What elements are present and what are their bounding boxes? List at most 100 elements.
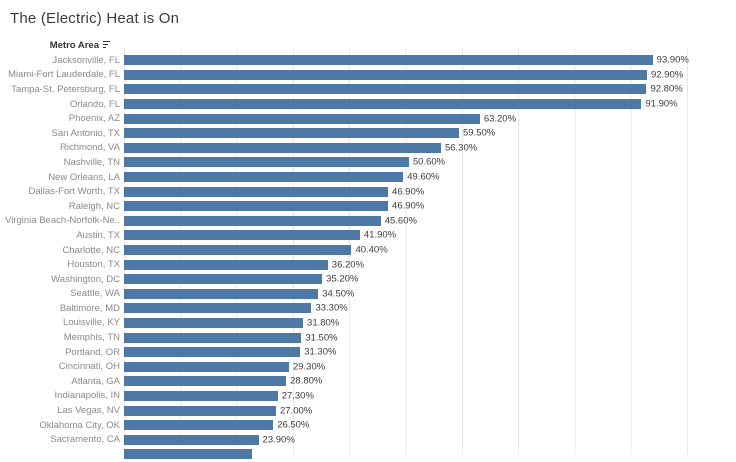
bar[interactable] (124, 376, 287, 387)
bar[interactable] (124, 245, 352, 256)
metro-area-label[interactable]: Sacramento, CA (50, 434, 120, 446)
bar[interactable] (124, 274, 323, 285)
bar-track: 31.80% (124, 316, 736, 331)
value-label: 45.60% (384, 215, 417, 227)
value-label: 49.60% (407, 171, 440, 183)
metro-area-label[interactable]: Tampa-St. Petersburg, FL (11, 83, 120, 95)
bar[interactable] (124, 186, 389, 197)
metro-area-label[interactable]: Memphis, TN (63, 332, 120, 344)
bar[interactable] (124, 317, 304, 328)
bar[interactable] (124, 113, 480, 124)
metro-area-label[interactable]: New Orleans, LA (48, 171, 120, 183)
metro-area-label[interactable]: Houston, TX (67, 259, 120, 271)
bar-track: 23.90% (124, 432, 736, 447)
bar[interactable] (124, 99, 642, 110)
metro-area-label[interactable]: Las Vegas, NV (57, 405, 120, 417)
bar[interactable] (124, 157, 409, 168)
bar[interactable] (124, 434, 259, 445)
value-label: 26.50% (277, 419, 310, 431)
bar-row: Austin, TX 41.90% (0, 228, 736, 243)
metro-area-label[interactable]: Richmond, VA (59, 142, 120, 154)
metro-area-label[interactable]: Atlanta, GA (71, 375, 120, 387)
metro-area-label[interactable]: Indianapolis, IN (54, 390, 120, 402)
bar[interactable] (124, 405, 276, 416)
bar[interactable] (124, 332, 302, 343)
bar[interactable] (124, 420, 274, 431)
bar-row: Richmond, VA 56.30% (0, 141, 736, 156)
chart-title: The (Electric) Heat is On (10, 10, 180, 27)
bar[interactable] (124, 303, 312, 314)
metro-area-label[interactable]: Jacksonville, FL (52, 54, 120, 66)
bar[interactable] (124, 55, 653, 66)
bar[interactable] (124, 449, 252, 460)
bar-row: Houston, TX 36.20% (0, 257, 736, 272)
bar-row: Tampa-St. Petersburg, FL 92.80% (0, 82, 736, 97)
column-header[interactable]: Metro Area (0, 39, 124, 52)
bar-row: Memphis, TN 31.50% (0, 330, 736, 345)
bar-track: 63.20% (124, 111, 736, 126)
metro-area-label[interactable]: Austin, TX (76, 229, 120, 241)
value-label: 50.60% (412, 156, 446, 168)
value-label: 36.20% (331, 259, 365, 271)
bar[interactable] (124, 230, 360, 241)
metro-area-label[interactable]: Orlando, FL (69, 98, 120, 110)
value-label: 91.90% (645, 98, 678, 110)
column-header-label[interactable]: Metro Area (49, 40, 99, 51)
sort-descending-icon[interactable] (102, 40, 111, 52)
metro-area-label[interactable]: Phoenix, AZ (68, 113, 120, 125)
bar[interactable] (124, 201, 389, 212)
metro-area-label[interactable]: Dallas-Fort Worth, TX (28, 186, 120, 198)
metro-area-label[interactable]: Portland, OR (65, 346, 120, 358)
bar-track: 27.30% (124, 389, 736, 404)
bar[interactable] (124, 288, 319, 299)
value-label: 46.90% (392, 200, 425, 212)
value-label: 33.30% (315, 302, 348, 314)
bar[interactable] (124, 361, 289, 372)
bar-row: Las Vegas, NV 27.00% (0, 403, 736, 418)
bar[interactable] (124, 215, 381, 226)
bar[interactable] (124, 84, 647, 95)
bar[interactable] (124, 142, 441, 153)
metro-area-label[interactable]: Charlotte, NC (62, 244, 120, 256)
bar-track: 45.60% (124, 214, 736, 229)
value-label: 63.20% (483, 113, 517, 125)
bar-track: 31.30% (124, 345, 736, 360)
bar[interactable] (124, 347, 301, 358)
bar-row: Miami-Fort Lauderdale, FL 92.90% (0, 68, 736, 83)
value-label: 35.20% (326, 273, 359, 285)
bar[interactable] (124, 259, 328, 270)
bar[interactable] (124, 172, 404, 183)
bar-row: Louisville, KY 31.80% (0, 316, 736, 331)
bar[interactable] (124, 390, 278, 401)
metro-area-label[interactable]: Miami-Fort Lauderdale, FL (8, 69, 120, 81)
metro-area-label[interactable]: Baltimore, MD (59, 302, 120, 314)
metro-area-label[interactable]: Virginia Beach-Norfolk-Ne.. (5, 215, 120, 227)
metro-area-label[interactable]: Cincinnati, OH (58, 361, 120, 373)
bar-row: Atlanta, GA 28.80% (0, 374, 736, 389)
value-label: 34.50% (322, 288, 355, 300)
metro-area-label[interactable]: Seattle, WA (70, 288, 120, 300)
value-label: 23.90% (262, 434, 295, 446)
value-label: 56.30% (444, 142, 478, 154)
bar-track (124, 447, 736, 462)
value-label: 93.90% (656, 54, 689, 66)
bar-row: Washington, DC 35.20% (0, 272, 736, 287)
metro-area-label[interactable]: San Antonio, TX (51, 127, 121, 139)
bar-track: 26.50% (124, 418, 736, 433)
bar-track: 28.80% (124, 374, 736, 389)
value-label: 31.50% (305, 332, 338, 344)
bar-row: Virginia Beach-Norfolk-Ne.. 45.60% (0, 214, 736, 229)
bar-track: 46.90% (124, 199, 736, 214)
value-label: 46.90% (392, 186, 425, 198)
bar-track: 29.30% (124, 359, 736, 374)
metro-area-label[interactable]: Washington, DC (51, 273, 120, 285)
bar[interactable] (124, 128, 459, 139)
metro-area-label[interactable]: Raleigh, NC (68, 200, 120, 212)
metro-area-label[interactable]: Nashville, TN (63, 156, 120, 168)
bar-track: 27.00% (124, 403, 736, 418)
bar-row: Indianapolis, IN 27.30% (0, 389, 736, 404)
bar[interactable] (124, 69, 648, 80)
value-label: 27.00% (280, 405, 313, 417)
metro-area-label[interactable]: Oklahoma City, OK (39, 419, 120, 431)
metro-area-label[interactable]: Louisville, KY (62, 317, 120, 329)
